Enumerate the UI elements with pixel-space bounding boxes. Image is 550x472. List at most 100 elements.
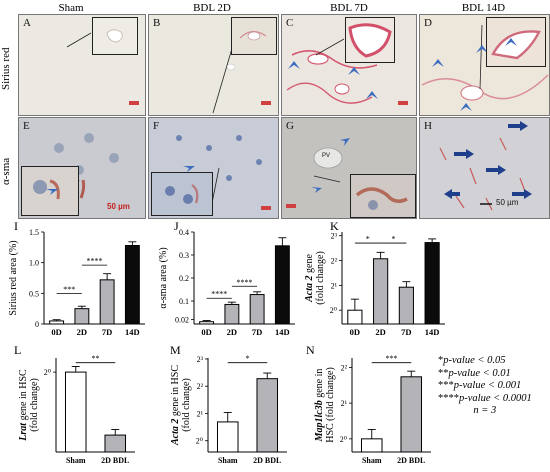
- inset-g: [350, 174, 416, 218]
- bar: [49, 320, 65, 325]
- bar: [216, 421, 239, 453]
- x-tick-label: 7D: [252, 327, 262, 337]
- y-axis-label-line2: HSC (fold change): [325, 367, 336, 443]
- x-tick-label: Sham: [218, 456, 238, 465]
- column-header-bdl-14d: BDL 14D: [461, 2, 506, 14]
- y-tick-label: 1.5: [29, 228, 39, 237]
- y-tick-label: 0: [35, 320, 39, 329]
- y-tick-label: 2²: [331, 257, 338, 266]
- panel-letter-j: J: [174, 219, 179, 233]
- y-tick-label: 0.1: [179, 297, 189, 306]
- micrograph-d: D: [419, 14, 550, 116]
- x-tick-label: 14D: [125, 327, 140, 337]
- significance-label: ***: [386, 354, 398, 363]
- significance-label: *: [392, 235, 396, 244]
- panel-letter-g: G: [286, 120, 294, 132]
- y-tick-label: 2¹: [197, 409, 204, 418]
- column-header-bdl-7d: BDL 7D: [330, 2, 368, 14]
- y-axis-label: Map1lc3b gene in: [314, 369, 325, 443]
- row-header-asma: α-sma: [0, 157, 12, 185]
- panel-letter-d: D: [424, 17, 432, 29]
- y-tick-label: 0.4: [179, 228, 189, 237]
- y-axis-label: Sirius red area (%): [8, 240, 19, 315]
- bar: [224, 303, 240, 325]
- y-axis-label-line2: (fold change): [29, 378, 40, 432]
- significance-label: ****: [87, 257, 103, 266]
- chart-m: M 2⁰ 2¹ 2² 2³ Sham 2D BDL * Acta 2 gene in HSC (f…: [170, 344, 287, 465]
- panel-letter-k: K: [330, 219, 339, 233]
- x-tick-label: 7D: [102, 327, 112, 337]
- scale-bar-h: 50 µm: [496, 198, 519, 207]
- bar: [424, 242, 440, 325]
- y-tick-label: 2²: [197, 382, 204, 391]
- x-tick-label: 14D: [275, 327, 290, 337]
- inset-c: [345, 17, 395, 63]
- x-tick-label: Sham: [66, 456, 86, 465]
- micrograph-c: C: [281, 14, 417, 116]
- y-tick-label: 1.0: [29, 259, 39, 268]
- inset-a: [92, 17, 138, 55]
- panel-letter-n: N: [306, 344, 315, 357]
- x-tick-label: 0D: [51, 327, 61, 337]
- y-tick-label: 0.5: [29, 289, 39, 298]
- x-tick-label: 0D: [201, 327, 211, 337]
- inset-e: [21, 166, 79, 216]
- row-header-sirius-red: Sirius red: [0, 47, 12, 90]
- x-tick-label: 2D: [77, 327, 87, 337]
- y-tick-label: 2²: [341, 363, 348, 372]
- legend-row: ***p-value < 0.001: [438, 380, 522, 391]
- significance-label: ***: [63, 285, 75, 294]
- significance-label: ****: [211, 290, 227, 299]
- y-axis-label: Acta 2 gene: [304, 254, 315, 303]
- x-tick-label: 2D BDL: [397, 456, 425, 465]
- y-tick-label: 2⁰: [330, 306, 337, 315]
- y-axis-label-line2: (fold change): [181, 378, 192, 432]
- y-tick-label: 2⁰: [340, 435, 347, 444]
- chart-k: K 2⁰ 2¹ 2² 2³ 0D 2D 7D 14D * * Acta 2 gene (fold cha…: [304, 219, 445, 337]
- panel-letter-b: B: [153, 17, 161, 29]
- bar: [64, 371, 87, 453]
- inset-d: [486, 17, 546, 67]
- y-axis-label: Acta 2 gene in HSC: [170, 365, 181, 446]
- x-tick-label: 2D BDL: [101, 456, 129, 465]
- column-header-sham: Sham: [58, 2, 84, 14]
- micrograph-e: E 50 µm: [18, 117, 146, 219]
- column-header-bdl-2d: BDL 2D: [193, 2, 231, 14]
- legend-row: **p-value < 0.01: [438, 367, 511, 379]
- y-tick-label: 2¹: [331, 281, 338, 290]
- significance-label: **: [92, 354, 100, 363]
- bar: [360, 438, 383, 453]
- y-tick-label: 2¹: [341, 399, 348, 408]
- chart-l: L 2⁰ Sham 2D BDL ** Lrat gene in HSC (fold cha…: [14, 344, 135, 465]
- pv-label: PV: [322, 153, 331, 159]
- bar: [99, 279, 115, 325]
- panel-letter-i: I: [14, 219, 18, 233]
- bar: [398, 286, 414, 325]
- x-tick-label: 0D: [350, 327, 360, 337]
- chart-j: J 0.02 0.1 0.2 0.3 0.4 0D 2D 7D 14D **** **** α-sma …: [158, 219, 295, 337]
- inset-b: [231, 17, 277, 55]
- significance-label: *: [246, 354, 250, 363]
- scale-bar-e: 50 µm: [107, 202, 130, 211]
- significance-label: *: [366, 235, 370, 244]
- y-tick-label: 2⁰: [196, 437, 203, 446]
- bar: [104, 434, 127, 453]
- legend-row: *p-value < 0.05: [438, 355, 506, 366]
- legend-n: n = 3: [473, 405, 497, 416]
- y-tick-label: 2⁰: [44, 368, 51, 377]
- chart-i: I00.51.01.50D 2D 7D 14D*******Sirius red ar…: [8, 219, 145, 337]
- bar: [249, 294, 265, 325]
- significance-label: ****: [237, 278, 253, 287]
- bar: [274, 245, 290, 325]
- x-tick-label: 7D: [401, 327, 411, 337]
- micrograph-f: F: [148, 117, 279, 219]
- chart-n: N 2⁰ 2¹ 2² Sham 2D BDL *** Map1lc3b gene in HSC …: [306, 344, 431, 465]
- significance-legend: *p-value < 0.05 **p-value < 0.01 ***p-va…: [438, 355, 532, 418]
- panel-letter-h: H: [424, 120, 432, 132]
- x-tick-label: 14D: [425, 327, 440, 337]
- panel-letter-c: C: [286, 17, 294, 29]
- micrograph-g: G PV: [281, 117, 417, 219]
- y-tick-label: 0.02: [175, 315, 189, 324]
- bar: [199, 321, 215, 325]
- bar: [124, 244, 140, 325]
